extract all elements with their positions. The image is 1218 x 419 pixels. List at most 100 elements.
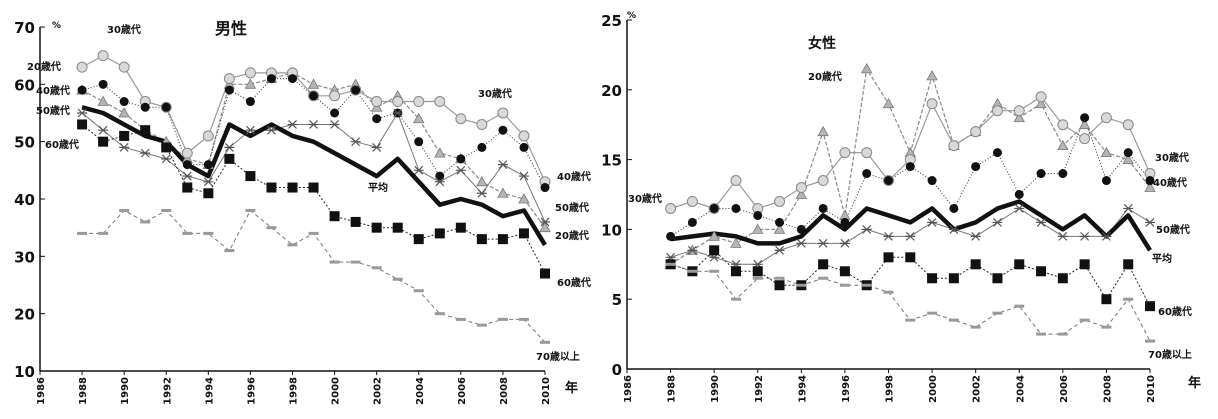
left-point-star	[413, 165, 424, 175]
right-point-square	[905, 252, 916, 263]
right-x-tick-label: 1988	[667, 375, 678, 403]
left-point-square	[392, 222, 403, 233]
left-label-20: 20歳代	[27, 60, 61, 73]
right-y-tick-label: 20	[601, 82, 622, 100]
left-point-square	[119, 130, 130, 141]
left-series-line-dash	[82, 210, 546, 343]
right-point-square	[839, 266, 850, 277]
left-point-dot	[161, 102, 171, 112]
right-point-square	[730, 266, 741, 277]
left-point-tri	[97, 95, 109, 106]
right-point-dot	[884, 176, 893, 186]
left-point-square	[77, 119, 88, 130]
right-point-square	[752, 266, 763, 277]
right-point-dot	[992, 148, 1002, 158]
right-point-square	[948, 273, 959, 284]
left-point-star	[140, 148, 151, 158]
left-point-square	[329, 211, 340, 222]
right-point-circle	[730, 175, 742, 187]
left-point-dot	[519, 142, 529, 152]
left-point-dot	[414, 137, 424, 147]
right-unit-label: %	[627, 11, 636, 21]
left-point-circle	[118, 61, 130, 73]
left-point-star	[266, 125, 277, 135]
right-x-tick-label: 2010	[1146, 375, 1157, 403]
left-label-50: 50歳代	[36, 104, 70, 117]
left-point-square	[287, 182, 298, 193]
right-point-dot	[971, 162, 981, 172]
left-point-tri	[497, 187, 509, 198]
left-point-dot	[203, 160, 213, 170]
right-point-dot	[796, 224, 806, 234]
left-point-square	[455, 222, 466, 233]
right-x-tick-label: 1990	[710, 375, 721, 403]
left-y-tick-label: 70	[14, 19, 35, 37]
left-x-tick-label: 1988	[78, 377, 89, 405]
right-point-star	[818, 238, 829, 248]
right-point-star	[1145, 217, 1155, 227]
left-point-square	[371, 222, 382, 233]
right-point-star	[1014, 204, 1025, 213]
left-series-line-circle	[81, 55, 546, 183]
left-point-tri	[476, 175, 488, 187]
right-y-tick-label: 5	[612, 291, 622, 309]
left-point-dot	[456, 154, 466, 164]
right-point-circle	[926, 98, 938, 110]
right-point-tri	[882, 97, 895, 109]
right-point-star	[905, 231, 916, 241]
left-point-dot	[477, 142, 487, 152]
right-x-tick-label: 2000	[928, 375, 939, 403]
left-point-dot	[435, 171, 445, 181]
right-point-tri	[1100, 146, 1113, 158]
right-point-square	[774, 280, 785, 291]
right-point-dot	[709, 203, 719, 213]
left-point-dot	[224, 85, 234, 95]
right-point-square	[927, 273, 938, 284]
right-point-square	[1123, 259, 1134, 270]
left-point-square	[161, 142, 172, 153]
right-x-unit: 年	[1188, 375, 1201, 391]
right-point-square	[709, 245, 720, 256]
left-point-circle	[97, 50, 109, 62]
right-point-tri	[730, 237, 742, 248]
right-point-circle	[1122, 119, 1134, 131]
right-x-tick-label: 1986	[623, 375, 634, 403]
left-x-tick-label: 2010	[541, 377, 552, 405]
left-point-square	[518, 228, 529, 239]
right-point-circle	[1035, 91, 1047, 103]
right-point-circle	[665, 202, 677, 214]
left-label-70: 70歳以上	[536, 350, 580, 363]
left-point-star	[77, 108, 88, 118]
right-point-star	[861, 224, 872, 234]
left-point-star	[540, 217, 550, 227]
left-label-60: 60歳代	[45, 138, 79, 151]
left-y-tick-label: 30	[14, 248, 35, 266]
right-point-circle	[948, 140, 960, 152]
left-point-circle	[202, 130, 214, 142]
left-point-square	[497, 234, 508, 245]
left-point-star	[455, 165, 466, 175]
right-point-tri	[817, 125, 829, 137]
right-point-square	[1145, 301, 1155, 312]
left-point-square	[203, 188, 214, 199]
left-point-star	[161, 154, 172, 164]
right-point-square	[1079, 259, 1090, 270]
right-point-star	[883, 231, 894, 241]
right-point-star	[1079, 231, 1090, 241]
left-point-circle	[455, 113, 467, 125]
right-point-tri	[1078, 118, 1091, 130]
right-point-star	[948, 224, 959, 234]
left-point-star	[476, 188, 487, 198]
left-point-square	[98, 136, 109, 147]
left-point-star	[329, 120, 340, 129]
right-x-tick-label: 1996	[841, 375, 852, 403]
right-point-dot	[1058, 169, 1068, 179]
left-point-tri	[413, 112, 425, 124]
right-point-tri	[773, 223, 786, 234]
right-point-circle	[795, 182, 807, 194]
right-point-star	[774, 245, 785, 255]
right-chart-title: 女性	[808, 35, 836, 52]
right-point-dot	[862, 169, 872, 179]
right-x-tick-label: 2006	[1059, 375, 1070, 403]
